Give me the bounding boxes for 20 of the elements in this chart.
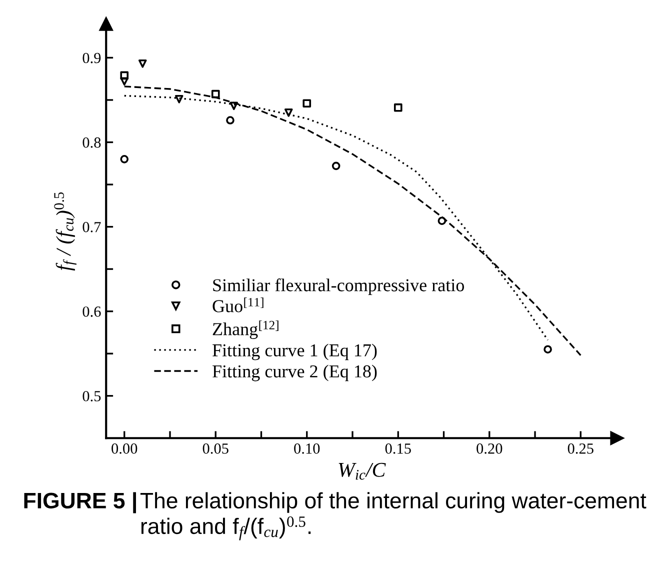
- x-axis-title: W$_{ic}$/C: [338, 462, 386, 480]
- x-tick-label: 0.15: [385, 443, 411, 454]
- x-tick-label: 0.25: [568, 443, 594, 454]
- legend-label: Zhang$^{[12]}$: [212, 320, 278, 339]
- y-tick-label: 0.5: [82, 391, 101, 402]
- x-tick-label: 0.20: [476, 443, 502, 454]
- y-tick-label: 0.7: [82, 222, 101, 232]
- y-axis-title: f$_{f}$/ (f$_{cu}$)$^{0.5}$: [54, 192, 76, 271]
- x-tick-label: 0.05: [202, 443, 228, 454]
- y-tick-label: 0.6: [82, 306, 101, 317]
- y-tick-label: 0.9: [82, 52, 101, 64]
- x-tick-label: 0.10: [294, 443, 320, 454]
- legend-label: Fitting curve 2 (Eq 18): [212, 364, 377, 382]
- legend-label: Fitting curve 1 (Eq 17): [212, 344, 377, 360]
- x-tick-label: 0.00: [112, 443, 138, 454]
- legend-label: Similiar flexural-compressive ratio: [213, 278, 464, 295]
- legend-label: Guo$^{[11]}$: [212, 298, 264, 312]
- caption: FIGURE 5 |: [24, 492, 136, 514]
- text: The relationship of the internal curing water-cement ratio and f$_{f}$/(f$_{cu}$)$^{0.5}$.: [140, 492, 646, 540]
- y-tick-label: 0.8: [82, 137, 101, 148]
